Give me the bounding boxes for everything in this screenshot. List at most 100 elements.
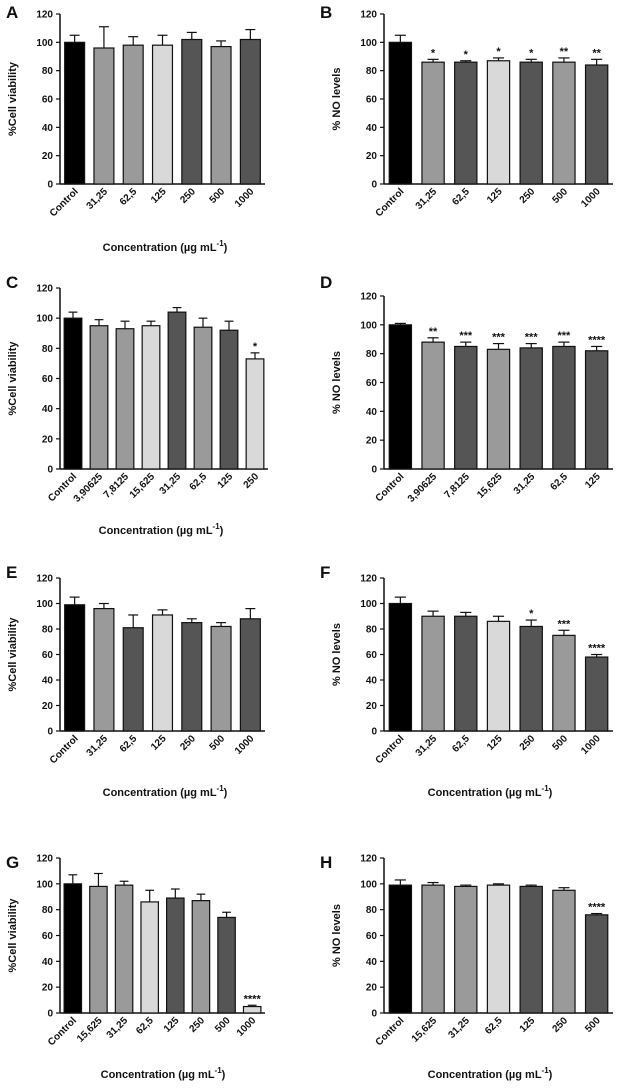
bar bbox=[210, 45, 232, 185]
y-tick-label: 60 bbox=[42, 95, 54, 106]
x-axis-label-exponent: -1 bbox=[542, 1066, 550, 1075]
y-tick-label: 0 bbox=[371, 465, 377, 476]
significance-label: * bbox=[496, 46, 501, 58]
y-tick-label: 0 bbox=[47, 465, 53, 476]
bar bbox=[388, 884, 413, 1014]
category-label: 125 bbox=[149, 733, 169, 753]
category-label: 1000 bbox=[233, 186, 257, 210]
significance-label: *** bbox=[558, 618, 572, 630]
y-tick-label: 60 bbox=[42, 374, 54, 385]
bar bbox=[89, 325, 109, 470]
bar bbox=[181, 622, 203, 732]
category-label: 15,625 bbox=[475, 471, 505, 501]
y-tick-label: 120 bbox=[360, 10, 377, 21]
bar bbox=[388, 602, 413, 732]
bar bbox=[141, 325, 161, 470]
y-tick-label: 0 bbox=[371, 1009, 377, 1020]
category-label: 3,90625 bbox=[406, 471, 440, 505]
bar bbox=[242, 1005, 262, 1014]
category-label: Control bbox=[46, 1015, 79, 1048]
y-tick-label: 120 bbox=[36, 284, 53, 295]
y-tick-label: 80 bbox=[42, 625, 54, 636]
category-label: 1000 bbox=[579, 733, 603, 757]
y-tick-label: 80 bbox=[366, 625, 378, 636]
y-tick-label: 40 bbox=[366, 407, 378, 418]
bar bbox=[552, 889, 576, 1014]
category-label: 62,5 bbox=[483, 1015, 505, 1037]
y-tick-label: 120 bbox=[36, 10, 53, 21]
category-label: 250 bbox=[518, 733, 538, 753]
category-label: 3,90625 bbox=[72, 471, 106, 505]
x-axis-label: Concentration (µg mL-1) bbox=[428, 784, 553, 799]
significance-label: ** bbox=[429, 326, 438, 338]
x-axis-label: Concentration (µg mL-1) bbox=[99, 522, 224, 537]
significance-label: **** bbox=[588, 902, 606, 914]
y-tick-label: 20 bbox=[366, 151, 378, 162]
y-tick-label: 20 bbox=[42, 701, 54, 712]
y-tick-label: 60 bbox=[366, 95, 378, 106]
y-tick-label: 40 bbox=[42, 676, 54, 687]
x-axis-label-exponent: -1 bbox=[217, 784, 225, 793]
y-tick-label: 20 bbox=[42, 434, 54, 445]
category-label: 500 bbox=[550, 733, 570, 753]
bar bbox=[191, 900, 211, 1014]
y-axis-label: %Cell viability bbox=[7, 341, 19, 416]
category-label: 31,25 bbox=[414, 186, 440, 212]
bar bbox=[122, 44, 144, 185]
y-tick-label: 20 bbox=[366, 436, 378, 447]
y-tick-label: 80 bbox=[42, 344, 54, 355]
category-label: 31,25 bbox=[85, 186, 111, 212]
significance-label: **** bbox=[244, 993, 262, 1005]
x-axis-label-close: ) bbox=[224, 787, 228, 799]
bar bbox=[584, 350, 609, 470]
category-label: 31,25 bbox=[158, 471, 184, 497]
y-tick-label: 120 bbox=[360, 574, 377, 585]
bar bbox=[140, 901, 160, 1014]
bar bbox=[63, 317, 83, 470]
bar bbox=[167, 311, 187, 470]
panel-letter-h: H bbox=[320, 853, 332, 872]
y-tick-label: 40 bbox=[366, 957, 378, 968]
bar bbox=[486, 884, 511, 1014]
y-tick-label: 120 bbox=[36, 574, 53, 585]
x-axis-label-unit: (µg mL bbox=[180, 787, 217, 799]
y-tick-label: 0 bbox=[47, 727, 53, 738]
significance-label: ** bbox=[592, 47, 601, 59]
bar bbox=[122, 627, 144, 732]
x-axis-label-exponent: -1 bbox=[215, 1066, 223, 1075]
category-label: 62,5 bbox=[188, 471, 210, 493]
category-label: 62,5 bbox=[118, 733, 140, 755]
significance-label: * bbox=[464, 49, 469, 61]
category-label: 500 bbox=[208, 733, 228, 753]
y-tick-label: 60 bbox=[366, 650, 378, 661]
x-axis-label-text: Concentration bbox=[103, 787, 181, 799]
x-axis-label-close: ) bbox=[549, 787, 553, 799]
category-label: 31,25 bbox=[446, 1015, 472, 1041]
category-label: 500 bbox=[583, 1015, 603, 1035]
bar bbox=[115, 328, 135, 470]
chart-panel-e: E 0 20 40 60 80 100 120 %Cell viability Control 31… bbox=[6, 563, 265, 799]
y-tick-label: 20 bbox=[366, 983, 378, 994]
bar bbox=[421, 884, 445, 1014]
y-tick-label: 40 bbox=[366, 676, 378, 687]
category-label: 250 bbox=[242, 471, 262, 491]
x-axis-label-text: Concentration bbox=[101, 1069, 179, 1081]
chart-panel-f: F 0 20 40 60 80 100 120 % NO levels Control 31,25 6… bbox=[320, 563, 613, 799]
x-axis-label-close: ) bbox=[220, 525, 224, 537]
bar bbox=[219, 329, 239, 470]
x-axis-label-text: Concentration bbox=[428, 1069, 506, 1081]
x-axis-label-exponent: -1 bbox=[542, 784, 550, 793]
y-axis-label: %Cell viability bbox=[7, 61, 19, 136]
bar bbox=[181, 38, 203, 185]
category-label: 125 bbox=[149, 186, 169, 206]
y-tick-label: 100 bbox=[36, 599, 53, 610]
category-label: 250 bbox=[187, 1015, 207, 1035]
x-axis-label-unit: (µg mL bbox=[176, 525, 213, 537]
y-tick-label: 0 bbox=[371, 727, 377, 738]
category-label: 250 bbox=[178, 733, 198, 753]
x-axis-label-close: ) bbox=[224, 242, 228, 254]
bar bbox=[93, 607, 115, 732]
category-label: 62,5 bbox=[450, 186, 472, 208]
category-label: 7,8125 bbox=[442, 471, 472, 501]
y-tick-label: 60 bbox=[366, 378, 378, 389]
